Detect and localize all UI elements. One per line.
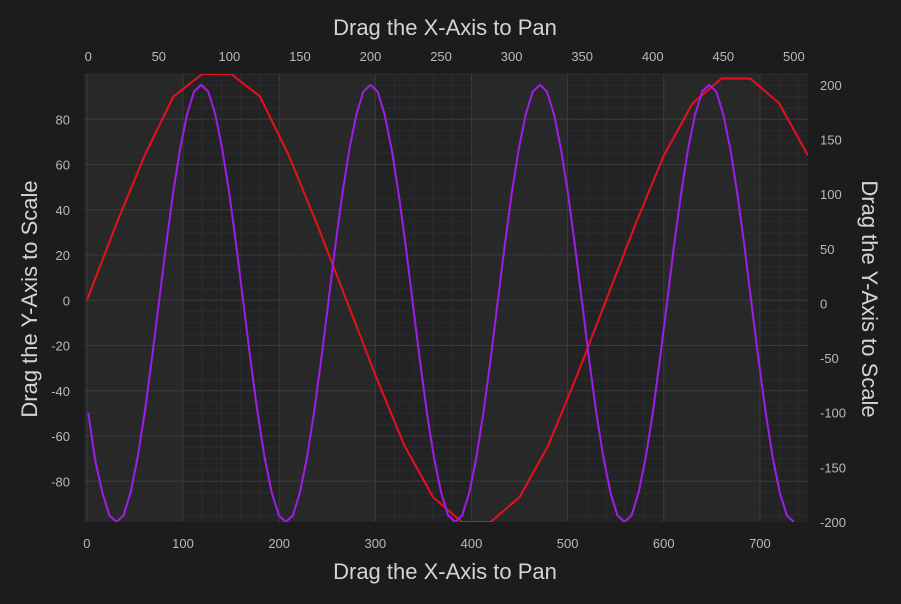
y-right-tick-label: -150 — [820, 460, 846, 475]
y-left-tick-label: -40 — [51, 384, 70, 399]
y-left-tick-label: -20 — [51, 339, 70, 354]
y-right-tick-label: 150 — [820, 133, 842, 148]
x-bottom-tick-label: 500 — [557, 536, 579, 551]
y-axis-left-title[interactable]: Drag the Y-Axis to Scale — [17, 180, 42, 417]
plot-background — [84, 74, 808, 522]
x-bottom-tick-label: 600 — [653, 536, 675, 551]
x-bottom-tick-label: 700 — [749, 536, 771, 551]
x-top-tick-label: 200 — [360, 49, 382, 64]
x-bottom-tick-label: 300 — [364, 536, 386, 551]
gridlines — [84, 73, 808, 522]
y-left-tick-label: 40 — [56, 203, 70, 218]
x-axis-top-title[interactable]: Drag the X-Axis to Pan — [333, 15, 557, 40]
y-right-tick-label: 200 — [820, 78, 842, 93]
y-left-tick-label: 20 — [56, 248, 70, 263]
x-top-tick-label: 350 — [571, 49, 593, 64]
x-top-tick-label: 400 — [642, 49, 664, 64]
x-axis-bottom-title[interactable]: Drag the X-Axis to Pan — [333, 559, 557, 584]
y-left-tick-label: -60 — [51, 429, 70, 444]
y-right-tick-label: -50 — [820, 351, 839, 366]
x-bottom-tick-label: 100 — [172, 536, 194, 551]
x-top-tick-label: 300 — [501, 49, 523, 64]
y-left-tick-label: 0 — [63, 293, 70, 308]
y-right-tick-label: -200 — [820, 515, 846, 530]
y-right-tick-label: -100 — [820, 406, 846, 421]
y-right-tick-label: 50 — [820, 242, 834, 257]
y-right-tick-label: 0 — [820, 296, 827, 311]
x-top-tick-label: 450 — [712, 49, 734, 64]
x-top-tick-label: 500 — [783, 49, 805, 64]
y-left-tick-label: 60 — [56, 158, 70, 173]
x-bottom-tick-label: 0 — [83, 536, 90, 551]
series-line-2[interactable] — [87, 83, 795, 522]
x-bottom-tick-label: 200 — [268, 536, 290, 551]
series-layer — [85, 74, 808, 522]
x-bottom-tick-label: 400 — [461, 536, 483, 551]
grid-band — [279, 74, 376, 522]
x-top-tick-label: 50 — [152, 49, 166, 64]
y-right-tick-label: 100 — [820, 187, 842, 202]
grid-band — [663, 74, 760, 522]
x-top-tick-label: 250 — [430, 49, 452, 64]
x-top-tick-label: 150 — [289, 49, 311, 64]
grid-band — [86, 74, 184, 522]
y-axis-right-title[interactable]: Drag the Y-Axis to Scale — [857, 180, 882, 417]
x-top-tick-label: 100 — [219, 49, 241, 64]
y-left-tick-label: 80 — [56, 112, 70, 127]
series-line-1[interactable] — [85, 74, 808, 522]
y-left-tick-label: -80 — [51, 474, 70, 489]
x-top-tick-label: 0 — [85, 49, 92, 64]
